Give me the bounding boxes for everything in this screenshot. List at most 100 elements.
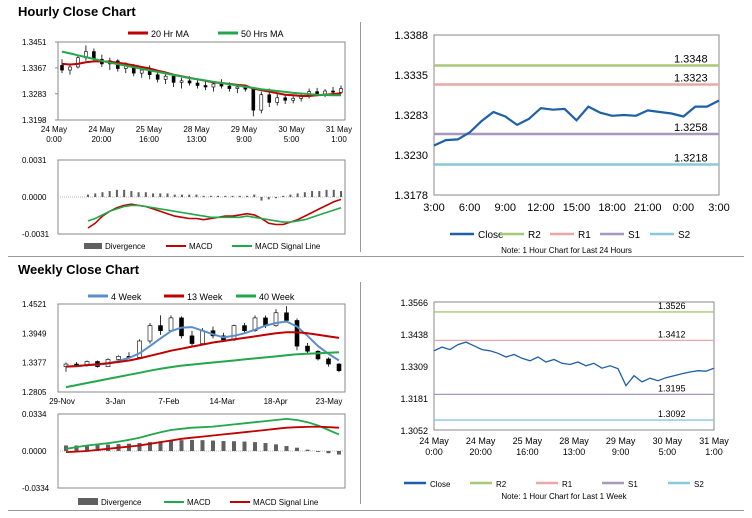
divergence-bar: [180, 194, 183, 197]
legend-label-signal: MACD Signal Line: [255, 242, 321, 251]
x-tick-label: 6:00: [459, 202, 480, 214]
x-tick-label: 16:00: [139, 135, 160, 144]
candle-body: [315, 350, 321, 360]
legend-swatch-divergence: [78, 498, 98, 505]
candle-body: [187, 80, 192, 84]
x-tick-label: 9:00: [612, 447, 630, 457]
x-tick-label: 0:00: [425, 447, 443, 457]
candle-body: [259, 94, 264, 111]
candle-body: [60, 65, 64, 71]
x-tick-label: 18:00: [598, 202, 626, 214]
divergence-bar: [144, 192, 147, 197]
y-tick-label: 1.4521: [22, 300, 47, 309]
divergence-bar: [106, 444, 110, 451]
candle-body: [158, 325, 163, 332]
legend-label-r1: R1: [562, 480, 573, 489]
y-tick-label: 1.3388: [394, 30, 428, 42]
divergence-bar: [295, 447, 299, 451]
divergence-bar: [87, 194, 89, 197]
divergence-bar: [274, 197, 277, 199]
y-tick-label: -0.0031: [22, 230, 50, 239]
x-tick-label: 9:00: [236, 135, 252, 144]
level-label-s1: 1.3195: [658, 383, 686, 393]
legend-label-s1: S1: [628, 480, 638, 489]
y-tick-label: 1.3438: [400, 330, 428, 340]
divergence-bar: [253, 442, 257, 451]
legend-label-ma50: 50 Hrs MA: [241, 29, 284, 39]
divergence-bar: [179, 440, 184, 451]
x-tick-label: 3:00: [423, 202, 444, 214]
divergence-bar: [148, 442, 152, 451]
plot-frame: [57, 159, 346, 235]
x-tick-label: 12:00: [527, 202, 555, 214]
candle-body: [267, 94, 272, 103]
level-label-r1: 1.3412: [658, 329, 686, 339]
divergence-bar: [159, 193, 162, 197]
plot-frame: [433, 34, 720, 196]
weekly-price-chart: 4 Week 13 Week 40 Week 1.4521 1.3949 1.3377 1.…: [22, 292, 346, 406]
legend-label-signal: MACD Signal Line: [253, 498, 319, 507]
macd-line: [65, 417, 340, 450]
candle-body: [235, 86, 240, 89]
divergence-bar: [152, 193, 155, 197]
x-tick-label: 1:00: [331, 135, 347, 144]
candle-body: [219, 83, 224, 87]
x-tick-label: 7-Feb: [158, 397, 179, 406]
x-tick-label: 3-Jan: [105, 397, 125, 406]
candle-body: [147, 325, 153, 342]
divergence-bar: [123, 189, 126, 197]
x-tick-label: 30 May: [278, 125, 304, 134]
bottom-divider: [8, 510, 744, 511]
candle-body: [171, 75, 176, 83]
divergence-bar: [267, 197, 270, 200]
divergence-bar: [200, 440, 205, 451]
candle-body: [231, 325, 237, 341]
divergence-bar: [137, 443, 142, 451]
signal-line: [65, 425, 340, 453]
vertical-divider-weekly: [360, 282, 361, 504]
hourly-price-chart: 20 Hr MA 50 Hrs MA 1.3451 1.3367 1.3283 1.319…: [22, 29, 352, 144]
chart-note: Note: 1 Hour Chart for Last 1 Week: [501, 492, 627, 501]
x-tick-label: 3:00: [708, 202, 729, 214]
hourly-close-24h-chart: 1.3388 1.3335 1.3283 1.3230 1.3178 1.3348 1.33…: [394, 30, 729, 255]
divergence-bar: [316, 451, 320, 452]
x-tick-label: 25 May: [136, 125, 162, 134]
candle-body: [211, 83, 216, 88]
candle-body: [163, 75, 168, 80]
candle-body: [227, 85, 232, 89]
candle-body: [326, 358, 331, 365]
x-tick-label: 18-Apr: [264, 397, 288, 406]
hourly-macd-chart: 0.0031 0.0000 -0.0031 Divergence MACD MACD Si…: [22, 156, 346, 251]
candle-body: [291, 98, 295, 101]
divergence-bar: [169, 440, 173, 451]
divergence-bar: [303, 192, 306, 197]
divergence-bar: [108, 191, 111, 197]
x-tick-label: 28 May: [559, 436, 589, 446]
divergence-bar: [158, 441, 163, 451]
divergence-bar: [202, 195, 205, 197]
candle-body: [200, 330, 205, 344]
y-tick-label: -0.0334: [22, 484, 50, 493]
divergence-bar: [318, 191, 321, 197]
divergence-bar: [95, 444, 100, 451]
y-tick-label: 1.3283: [394, 110, 428, 122]
legend-label-divergence: Divergence: [101, 498, 142, 507]
legend-label-s2: S2: [694, 480, 704, 489]
y-tick-label: 1.3052: [400, 426, 428, 436]
divergence-bar: [263, 443, 268, 451]
candle-body: [76, 57, 80, 68]
x-tick-label: 31 May: [699, 436, 729, 446]
divergence-bar: [232, 441, 236, 451]
legend-label-r1: R1: [578, 230, 591, 241]
plot-frame: [433, 301, 715, 431]
x-tick-label: 24 May: [466, 436, 496, 446]
candle-body: [331, 90, 335, 93]
x-tick-label: 25 May: [513, 436, 543, 446]
legend-label-ma20: 20 Hr MA: [151, 29, 189, 39]
candle-body: [273, 312, 279, 326]
divergence-bar: [190, 439, 194, 451]
y-tick-label: 0.0031: [22, 156, 47, 165]
divergence-bar: [253, 194, 256, 197]
divergence-bar: [242, 441, 247, 451]
divergence-bar: [260, 197, 263, 201]
